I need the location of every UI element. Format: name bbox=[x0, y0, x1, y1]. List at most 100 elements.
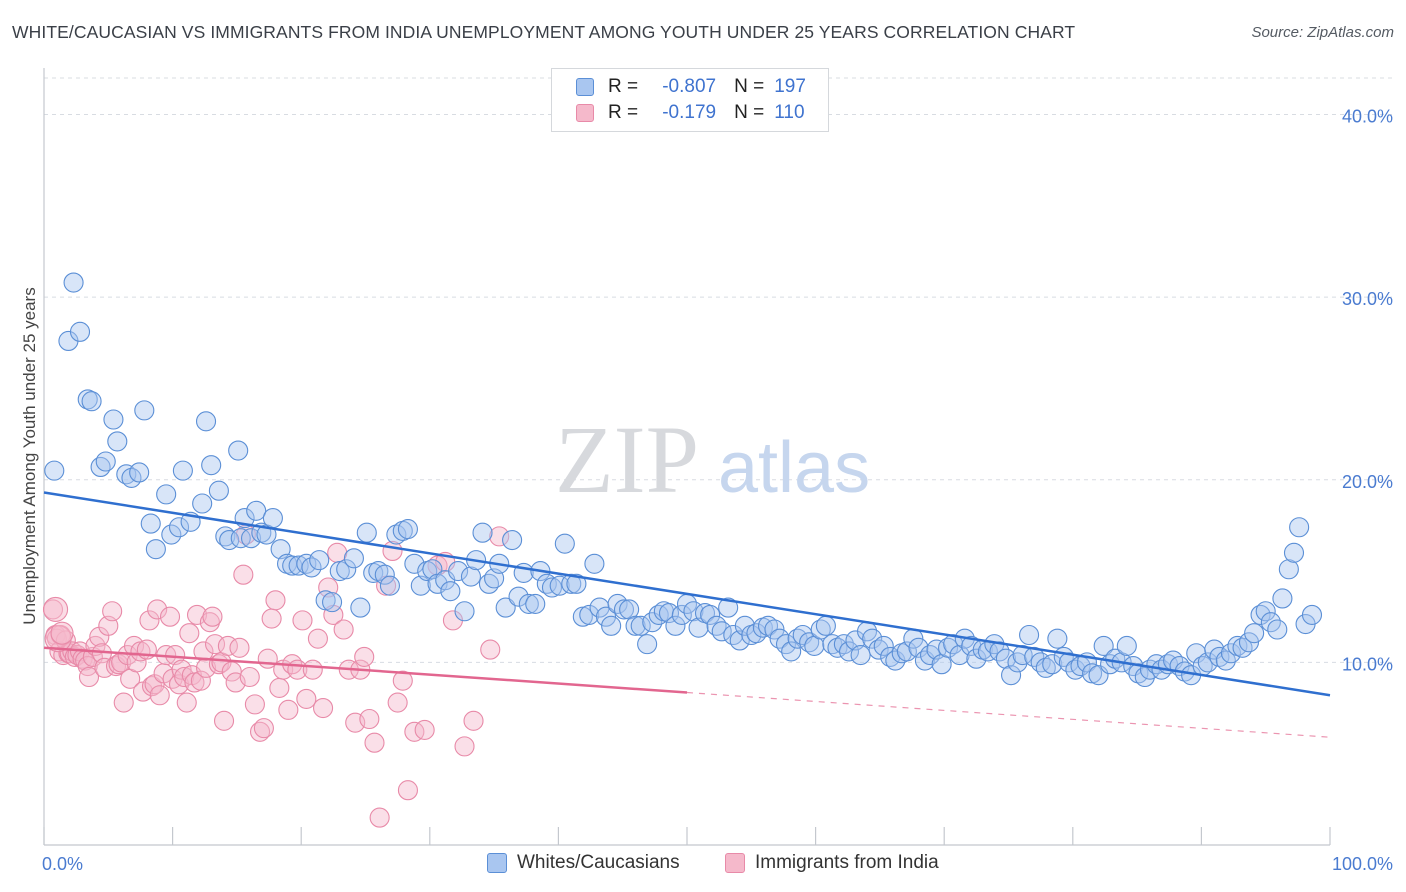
india-immigrant-point bbox=[171, 659, 192, 680]
white-caucasian-point bbox=[322, 592, 343, 613]
india-immigrant-point bbox=[78, 666, 100, 688]
y-axis-label: Unemployment Among Youth under 25 years bbox=[20, 287, 39, 624]
y-tick-label: 40.0% bbox=[1342, 107, 1393, 127]
white-caucasian-point bbox=[508, 586, 529, 607]
india-immigrant-point bbox=[382, 540, 403, 562]
white-caucasian-point bbox=[107, 431, 128, 452]
white-caucasian-point bbox=[129, 462, 150, 483]
india-immigrant-point bbox=[414, 719, 435, 741]
white-caucasian-point bbox=[246, 500, 267, 521]
india-immigrant-point bbox=[397, 780, 418, 801]
white-caucasian-point bbox=[440, 581, 461, 602]
white-caucasian-point bbox=[472, 522, 493, 543]
white-caucasian-point bbox=[140, 513, 161, 534]
white-caucasian-point bbox=[579, 604, 600, 625]
white-caucasian-point bbox=[1278, 559, 1299, 580]
india-immigrant-point bbox=[50, 621, 74, 645]
india-immigrant-point bbox=[159, 606, 181, 627]
white-caucasian-point bbox=[665, 615, 686, 636]
white-caucasian-point bbox=[63, 272, 84, 293]
india-immigrant-point bbox=[174, 666, 195, 688]
white-caucasian-point bbox=[896, 641, 917, 662]
white-caucasian-point bbox=[1035, 657, 1056, 678]
white-caucasian-point bbox=[873, 635, 894, 656]
india-immigrant-point bbox=[387, 692, 408, 713]
white-caucasian-point bbox=[584, 553, 605, 574]
white-caucasian-point bbox=[718, 597, 739, 618]
white-caucasian-point bbox=[1215, 650, 1236, 671]
white-caucasian-point bbox=[1238, 632, 1260, 653]
white-caucasian-point bbox=[379, 575, 400, 596]
white-caucasian-point bbox=[1289, 517, 1310, 538]
white-caucasian-point bbox=[356, 522, 377, 543]
watermark-zip: ZIP bbox=[555, 406, 699, 513]
white-caucasian-point bbox=[1047, 628, 1068, 649]
white-caucasian-point bbox=[595, 606, 617, 627]
india-immigrant-point bbox=[333, 619, 354, 640]
white-caucasian-point bbox=[1209, 646, 1230, 667]
india-immigrant-point bbox=[404, 721, 425, 742]
white-caucasian-point bbox=[448, 561, 469, 582]
india-immigrant-point bbox=[213, 710, 235, 731]
white-caucasian-point bbox=[838, 641, 860, 662]
white-caucasian-point bbox=[862, 628, 883, 649]
watermark-atlas: atlas bbox=[718, 428, 870, 508]
white-caucasian-point bbox=[1272, 588, 1293, 609]
india-immigrant-point bbox=[249, 721, 271, 742]
white-caucasian-point bbox=[454, 601, 475, 622]
white-caucasian-point bbox=[1255, 601, 1276, 622]
white-caucasian-point bbox=[172, 460, 193, 481]
white-caucasian-point bbox=[215, 526, 236, 547]
x-tick-label: 0.0% bbox=[42, 854, 83, 874]
india-immigrant-point bbox=[43, 596, 69, 622]
white-caucasian-point bbox=[309, 550, 330, 571]
india-immigrant-point bbox=[296, 688, 317, 709]
white-caucasian-point bbox=[374, 564, 395, 585]
y-tick-label: 30.0% bbox=[1342, 289, 1393, 309]
white-caucasian-point bbox=[397, 519, 418, 540]
white-caucasian-point bbox=[195, 411, 217, 432]
white-caucasian-point bbox=[368, 561, 389, 582]
white-caucasian-point bbox=[386, 524, 407, 545]
india-immigrant-point bbox=[193, 641, 214, 662]
blue-swatch bbox=[576, 78, 594, 96]
white-caucasian-point bbox=[208, 480, 229, 501]
x-tick-label: 100.0% bbox=[1332, 854, 1393, 874]
legend-r-label: R = bbox=[608, 76, 639, 97]
white-caucasian-point bbox=[781, 641, 802, 662]
india-immigrant-point bbox=[327, 542, 348, 563]
legend-n-label: N = bbox=[734, 102, 765, 123]
white-caucasian-point bbox=[637, 634, 658, 655]
india-immigrant-point bbox=[454, 736, 475, 757]
india-immigrant-point bbox=[179, 623, 200, 644]
white-caucasian-point bbox=[764, 619, 785, 640]
legend-r-label: R = bbox=[608, 102, 639, 123]
white-caucasian-point bbox=[769, 628, 790, 649]
india-immigrant-point bbox=[253, 718, 274, 739]
white-caucasian-point bbox=[1116, 635, 1137, 656]
white-caucasian-point bbox=[601, 615, 622, 636]
white-caucasian-point bbox=[81, 391, 102, 412]
trend-line-india bbox=[43, 646, 688, 694]
india-immigrant-point bbox=[359, 708, 380, 730]
white-caucasian-point bbox=[827, 637, 848, 658]
white-caucasian-point bbox=[995, 648, 1016, 669]
white-caucasian-point bbox=[301, 557, 322, 578]
trend-line-india-extrapolated bbox=[686, 691, 1331, 738]
white-caucasian-point bbox=[69, 321, 91, 342]
india-immigrant-point bbox=[233, 564, 254, 585]
india-immigrant-point bbox=[292, 610, 313, 631]
white-caucasian-point bbox=[502, 529, 523, 551]
india-immigrant-point bbox=[463, 710, 484, 731]
white-caucasian-point bbox=[103, 409, 124, 430]
white-caucasian-point bbox=[630, 615, 651, 636]
india-immigrant-point bbox=[229, 637, 250, 658]
white-caucasian-point bbox=[1042, 654, 1063, 675]
white-caucasian-point bbox=[625, 615, 646, 636]
white-caucasian-point bbox=[833, 634, 854, 655]
india-immigrant-point bbox=[199, 612, 220, 633]
white-caucasian-point bbox=[671, 604, 692, 625]
white-caucasian-point bbox=[1093, 635, 1114, 656]
india-immigrant-point bbox=[204, 634, 226, 655]
india-immigrant-point bbox=[392, 670, 413, 691]
